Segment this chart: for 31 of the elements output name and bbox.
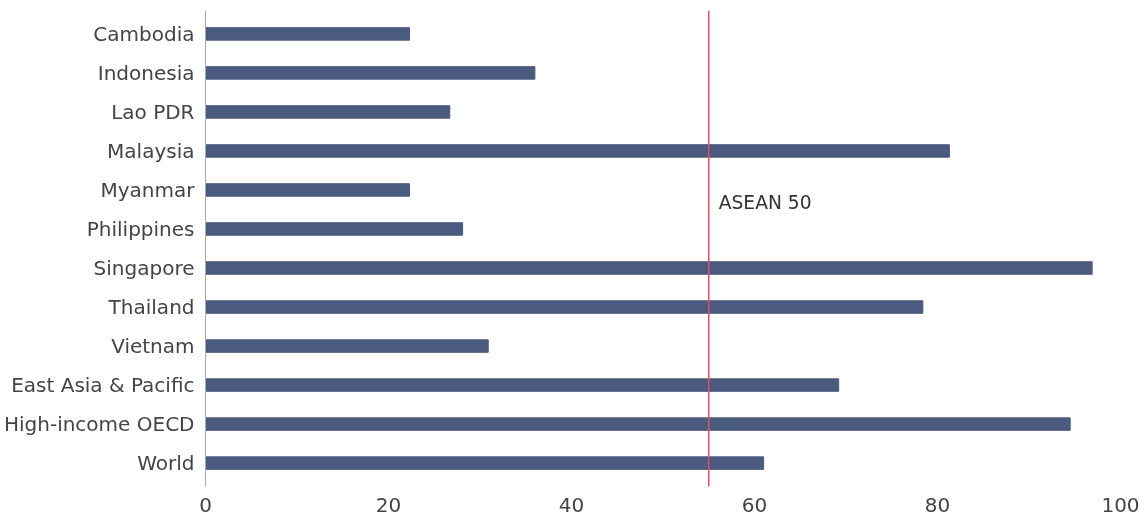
ref-line-label: ASEAN 50: [718, 192, 812, 214]
bar: [205, 183, 411, 197]
x-tick-label: 0: [199, 492, 212, 517]
bar: [205, 300, 924, 314]
x-tick-label: 100: [1101, 492, 1140, 517]
x-tick-label: 80: [924, 492, 951, 517]
bar: [205, 27, 411, 41]
bar: [205, 456, 765, 470]
x-tick-label: 20: [375, 492, 402, 517]
y-tick-label: Thailand: [107, 295, 195, 320]
y-tick-label: Cambodia: [93, 21, 195, 46]
y-tick-label: Indonesia: [97, 60, 195, 85]
y-tick-label: East Asia & Pacific: [11, 373, 195, 398]
y-tick-label: Lao PDR: [111, 99, 195, 124]
bar: [205, 66, 536, 80]
y-tick-label: Singapore: [93, 256, 195, 281]
bar: [205, 222, 464, 236]
x-tick-label: 60: [741, 492, 768, 517]
bar: [205, 105, 451, 119]
bar: [205, 378, 840, 392]
y-tick-label: World: [137, 451, 195, 476]
bar: [205, 339, 489, 353]
y-tick-label: Vietnam: [111, 334, 195, 359]
y-tick-label: Myanmar: [100, 177, 196, 202]
y-tick-label: High-income OECD: [3, 412, 195, 437]
bar: [205, 144, 950, 158]
y-tick-label: Philippines: [86, 216, 195, 241]
bar: [205, 261, 1093, 275]
x-tick-label: 40: [558, 492, 585, 517]
bar: [205, 417, 1071, 431]
y-tick-label: Malaysia: [107, 138, 195, 163]
